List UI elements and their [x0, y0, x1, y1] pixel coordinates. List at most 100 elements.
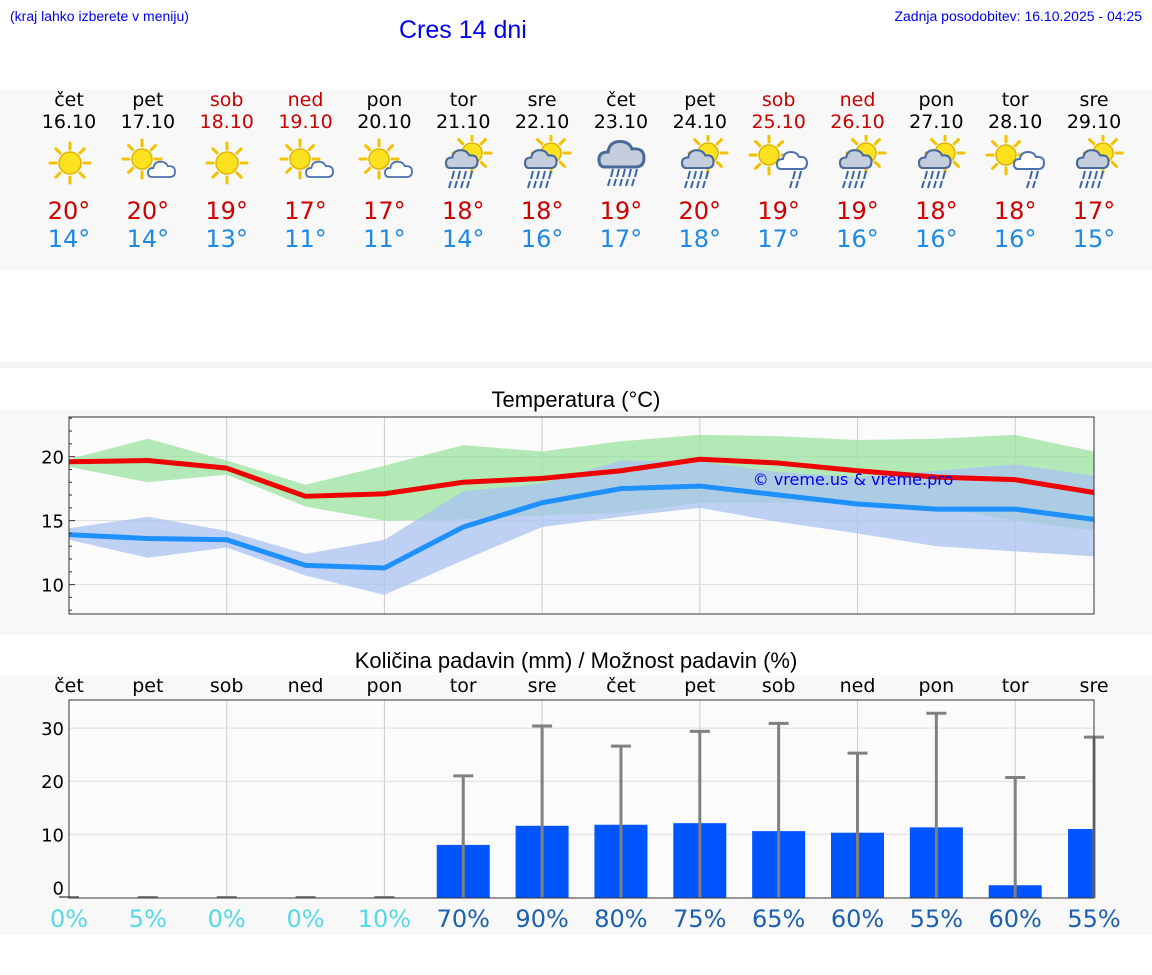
- day-forecast: pet 17.10 20° 14°: [108, 89, 187, 259]
- sun-ray: [456, 138, 465, 146]
- day-name: sob: [209, 89, 244, 111]
- precipitation-probability: 5%: [129, 905, 167, 933]
- raindrop: [547, 170, 552, 180]
- raindrop: [1081, 170, 1086, 180]
- day-name: čet: [606, 89, 636, 111]
- day-name: pon: [366, 89, 403, 111]
- x-tick-label: sob: [210, 675, 244, 697]
- sun-ray: [776, 140, 785, 148]
- max-temperature: 20°: [678, 197, 722, 225]
- x-tick-label: pon: [367, 675, 403, 697]
- sun-cloud-icon: [358, 138, 413, 180]
- sun-disc: [368, 148, 390, 170]
- x-tick-label: sre: [528, 675, 557, 697]
- y-tick-label: 20: [41, 772, 64, 793]
- raindrop: [532, 180, 537, 189]
- cloud-rain-icon: [597, 139, 646, 187]
- precipitation-probability: 60%: [831, 905, 884, 933]
- raindrop: [854, 180, 858, 189]
- precipitation-bar: [1068, 828, 1095, 898]
- sun-ray: [211, 171, 219, 179]
- raindrop: [857, 170, 861, 180]
- min-temperature: 14°: [126, 225, 170, 253]
- raindrop: [860, 180, 864, 189]
- precipitation-probability: 90%: [515, 905, 568, 933]
- day-date: 19.10: [278, 111, 333, 133]
- x-tick-label: pon: [918, 675, 954, 697]
- last-updated: Zadnja posodobitev: 16.10.2025 - 04:25: [894, 8, 1142, 24]
- x-tick-label: sre: [1080, 675, 1109, 697]
- day-forecast: sre 22.10 18° 16°: [503, 89, 582, 259]
- sun-ray: [1087, 138, 1095, 146]
- location-hint[interactable]: (kraj lahko izberete v meniju): [10, 8, 189, 24]
- day-forecast: čet 16.10 20° 14°: [30, 89, 109, 259]
- x-tick-label: pet: [684, 675, 715, 697]
- raindrop: [845, 170, 849, 180]
- max-temperature: 17°: [284, 197, 327, 225]
- raindrop: [526, 180, 531, 189]
- cloud: [444, 149, 479, 170]
- x-tick-label: ned: [840, 675, 876, 697]
- sun-ray: [1110, 160, 1118, 168]
- day-name: pet: [132, 89, 164, 111]
- raindrop: [684, 180, 689, 189]
- sun-rain-icon: [1075, 135, 1124, 189]
- raindrop: [541, 170, 546, 180]
- day-forecast: sob 18.10 19° 13°: [187, 89, 266, 259]
- cloud-shape: [776, 150, 809, 170]
- sun-ray: [386, 144, 394, 152]
- min-temperature: 13°: [205, 225, 248, 253]
- min-temperature: 16°: [520, 225, 564, 253]
- raindrop: [538, 180, 543, 189]
- day-forecast: tor 21.10 18° 14°: [424, 89, 503, 259]
- raindrop: [625, 178, 630, 187]
- day-date: 24.10: [672, 111, 727, 133]
- day-forecast: pon 20.10 17° 11°: [345, 89, 424, 259]
- max-temperature-line: [68, 456, 1095, 499]
- cloud-shape: [1012, 150, 1045, 170]
- y-tick-label: 10: [41, 576, 64, 597]
- precipitation-probability: 80%: [594, 905, 647, 933]
- day-date: 18.10: [199, 111, 254, 133]
- sun-ray: [285, 144, 293, 152]
- min-temperature: 11°: [363, 225, 406, 253]
- raindrop: [923, 170, 928, 180]
- sun-disc: [215, 151, 239, 175]
- min-temperature: 16°: [993, 225, 1037, 253]
- sun-ray: [990, 140, 998, 148]
- cloud-shape: [597, 139, 646, 169]
- sun-ray: [1110, 138, 1118, 146]
- sun-ray: [127, 144, 135, 152]
- sun-rain-icon: [444, 135, 493, 189]
- y-tick-label: 10: [41, 825, 64, 846]
- sun-icon: [205, 141, 249, 185]
- sun-ray: [873, 138, 881, 146]
- sun-cloud-icon: [279, 138, 334, 180]
- sun-ray: [990, 162, 998, 170]
- precipitation-probability: 10%: [358, 905, 411, 933]
- x-tick-label: sob: [762, 675, 796, 697]
- max-temperature: 19°: [599, 197, 643, 225]
- raindrop: [929, 170, 934, 180]
- precipitation-probability: 0%: [50, 905, 88, 933]
- cloud-shape: [917, 149, 952, 170]
- x-tick-label: čet: [606, 675, 636, 697]
- raindrop: [848, 180, 852, 189]
- day-date: 23.10: [593, 111, 649, 133]
- sun-ray: [211, 147, 219, 155]
- raindrop: [465, 180, 470, 189]
- temperature-chart: 10 15 20 © vreme.us & vreme.pro: [41, 416, 1095, 615]
- raindrop: [1087, 170, 1092, 180]
- sun-ray: [235, 147, 243, 155]
- max-temperature: 20°: [47, 197, 91, 225]
- panel-divider: [0, 362, 1152, 368]
- sun-ray: [754, 140, 762, 148]
- raindrop: [842, 180, 846, 189]
- day-date: 20.10: [357, 111, 412, 133]
- x-tick-label: ned: [288, 675, 324, 697]
- sun-rain-icon: [838, 135, 887, 189]
- sun-rain-icon: [681, 135, 729, 189]
- y-tick-label: 30: [41, 719, 64, 740]
- min-temperature: 15°: [1072, 225, 1116, 253]
- cloud: [597, 139, 646, 169]
